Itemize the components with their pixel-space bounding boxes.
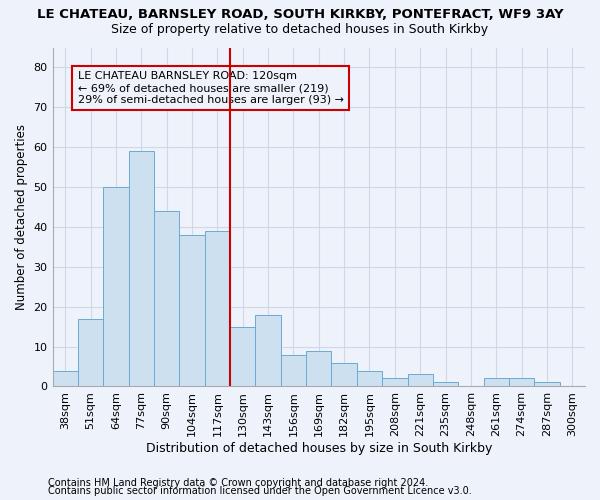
Bar <box>205 231 230 386</box>
Bar <box>484 378 509 386</box>
Bar <box>281 354 306 386</box>
Text: LE CHATEAU BARNSLEY ROAD: 120sqm
← 69% of detached houses are smaller (219)
29% : LE CHATEAU BARNSLEY ROAD: 120sqm ← 69% o… <box>78 72 344 104</box>
Y-axis label: Number of detached properties: Number of detached properties <box>15 124 28 310</box>
Bar <box>407 374 433 386</box>
Bar <box>103 187 128 386</box>
Bar <box>256 314 281 386</box>
Text: Contains HM Land Registry data © Crown copyright and database right 2024.: Contains HM Land Registry data © Crown c… <box>48 478 428 488</box>
Bar <box>433 382 458 386</box>
Bar <box>78 318 103 386</box>
Bar <box>509 378 534 386</box>
Text: LE CHATEAU, BARNSLEY ROAD, SOUTH KIRKBY, PONTEFRACT, WF9 3AY: LE CHATEAU, BARNSLEY ROAD, SOUTH KIRKBY,… <box>37 8 563 20</box>
Bar <box>179 235 205 386</box>
Bar <box>306 350 331 386</box>
Bar <box>382 378 407 386</box>
Bar <box>230 326 256 386</box>
Bar <box>534 382 560 386</box>
X-axis label: Distribution of detached houses by size in South Kirkby: Distribution of detached houses by size … <box>146 442 492 455</box>
Bar <box>53 370 78 386</box>
Text: Contains public sector information licensed under the Open Government Licence v3: Contains public sector information licen… <box>48 486 472 496</box>
Bar <box>331 362 357 386</box>
Text: Size of property relative to detached houses in South Kirkby: Size of property relative to detached ho… <box>112 22 488 36</box>
Bar <box>128 151 154 386</box>
Bar <box>154 211 179 386</box>
Bar <box>357 370 382 386</box>
